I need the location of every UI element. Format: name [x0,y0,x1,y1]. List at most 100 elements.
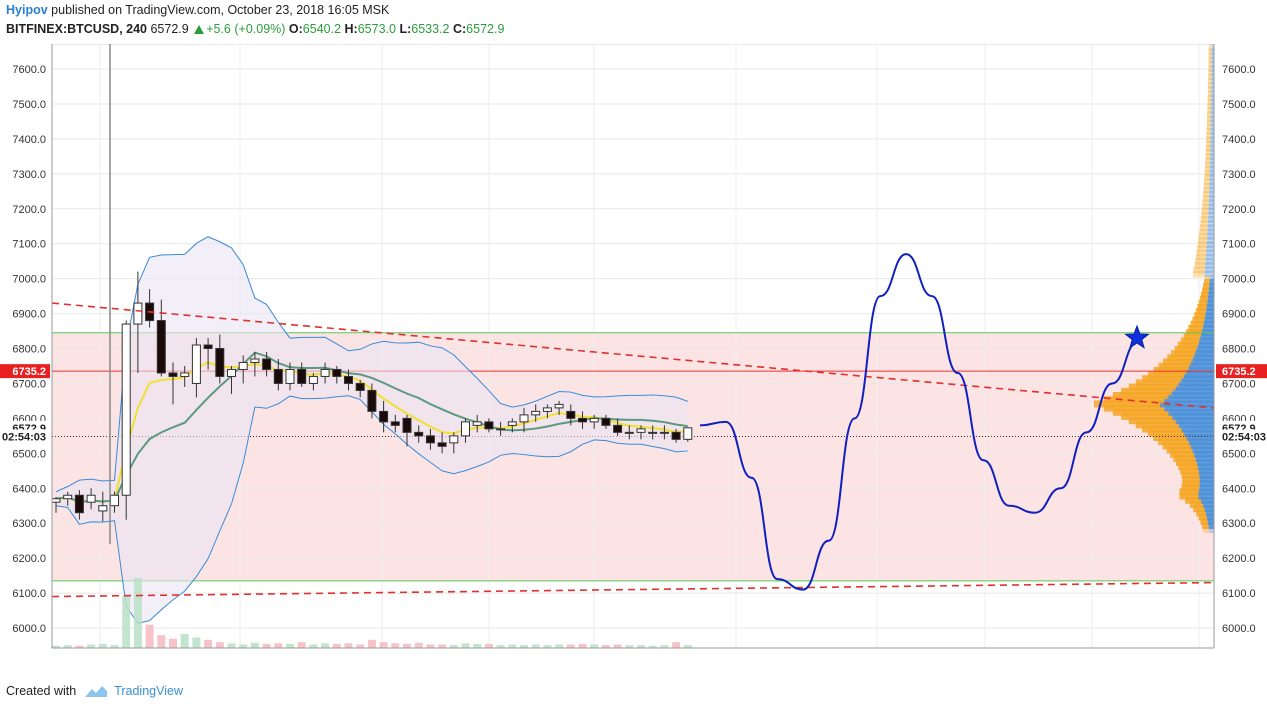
volume-profile-bar [1210,148,1214,156]
volume-bar [215,642,224,648]
countdown-tag-right: 02:54:03 [1222,432,1266,444]
y-tick-label-left: 6100.0 [12,588,46,600]
volume-bar [52,645,60,648]
candle-body [156,320,166,374]
y-tick-label-left: 7300.0 [12,169,46,181]
level-price-tag-left: 6735.2 [12,366,46,378]
volume-profile-bar [1207,98,1212,106]
tradingview-link[interactable]: TradingView [114,684,183,698]
volume-profile-bar [1093,400,1160,408]
volume-profile-bar [1195,257,1206,265]
volume-bar [169,638,177,648]
x-tick-label: 29 [1086,655,1098,656]
volume-bar [508,644,517,648]
volume-profile-bar [1198,299,1208,307]
volume-profile-bar [1178,421,1214,429]
volume-profile-bar [1210,136,1214,144]
candle-body [578,417,587,423]
volume-profile-bar [1205,262,1214,270]
candle-body [227,368,236,377]
y-tick-label-right: 6400.0 [1222,483,1256,495]
volume-bar [660,645,669,648]
volume-profile-bar [1209,526,1214,534]
price-chart[interactable]: 6000.0 6000.0 6100.0 6100.0 6200.0 6200.0 6300… [0,44,1267,656]
volume-profile-bar [1205,253,1214,261]
volume-bar [87,644,96,648]
volume-profile-bar [1210,132,1214,140]
volume-profile-bar [1210,111,1214,119]
volume-profile-bar [1211,44,1214,52]
y-tick-label-right: 7400.0 [1222,134,1256,146]
volume-profile-bar [1204,266,1214,274]
volume-profile-bar [1207,85,1212,93]
volume-bar [239,644,248,648]
y-tick-label-right: 7300.0 [1222,169,1256,181]
volume-profile-bar [1168,392,1214,400]
volume-profile-bar [1209,182,1214,190]
volume-profile-bar [1172,387,1214,395]
volume-profile-bar [1211,69,1214,77]
volume-bar [309,644,318,648]
volume-profile-bar [1128,383,1176,391]
volume-profile-bar [1193,266,1205,274]
volume-profile-bar [1206,132,1211,140]
x-tick-label: 15:00 [475,655,503,656]
x-tick-label: 15:00 [971,655,999,656]
volume-profile-bar [1208,69,1212,77]
candle-body [589,417,599,423]
volume-profile-bar [1203,526,1210,534]
volume-profile-bar [1208,199,1214,207]
volume-bar [110,645,119,648]
volume-profile-bar [1211,98,1214,106]
volume-profile-bar [1207,102,1212,110]
volume-profile-bar [1210,153,1214,161]
volume-profile-bar [1178,463,1198,471]
high-value: 6573.0 [357,22,396,36]
volume-bar [145,624,154,648]
y-tick-label-right: 7600.0 [1222,64,1256,76]
candle-body [308,375,318,384]
volume-profile-bar [1206,249,1214,257]
volume-bar [297,642,306,648]
volume-profile-bar [1181,375,1214,383]
volume-bar [438,644,447,648]
x-tick-label: 19 [376,655,388,656]
y-tick-label-right: 6300.0 [1222,518,1256,530]
volume-profile-bar [1121,412,1173,420]
volume-profile-bar [1199,337,1214,345]
candle-body [390,421,400,426]
x-tick-label: 15 [94,655,106,656]
volume-profile-bar [1207,224,1214,232]
volume-bar [683,645,692,648]
y-tick-label-left: 6500.0 [12,448,46,460]
candle-body [507,421,517,426]
y-tick-label-right: 6100.0 [1222,588,1256,600]
candle-body [437,442,447,447]
volume-profile-bar [1209,174,1214,182]
candle-body [238,361,248,370]
y-tick-label-right: 6500.0 [1222,448,1256,460]
candle-body [121,323,131,496]
volume-profile-bar [1192,446,1214,454]
volume-profile-bar [1180,337,1200,345]
y-tick-label-right: 7000.0 [1222,274,1256,286]
volume-bar [543,645,552,648]
volume-profile-bar [1204,174,1210,182]
bollinger-fill [56,236,688,624]
publish-line: Hyipov published on TradingView.com, Oct… [6,3,389,17]
volume-profile-bar [1203,501,1214,509]
volume-bar [473,643,482,648]
candle-body [379,410,389,423]
volume-profile-bar [1174,345,1197,353]
volume-bar [286,643,294,648]
created-with-text: Created with [6,684,77,698]
author-name[interactable]: Hyipov [6,3,48,17]
volume-profile-bar [1206,245,1214,253]
volume-profile-bar [1148,371,1185,379]
volume-profile-bar [1173,454,1196,462]
volume-profile-bar [1186,366,1214,374]
volume-profile-bar [1210,144,1214,152]
candle-body [648,431,658,434]
low-label: L: [399,22,412,36]
volume-profile-bar [1199,228,1208,236]
